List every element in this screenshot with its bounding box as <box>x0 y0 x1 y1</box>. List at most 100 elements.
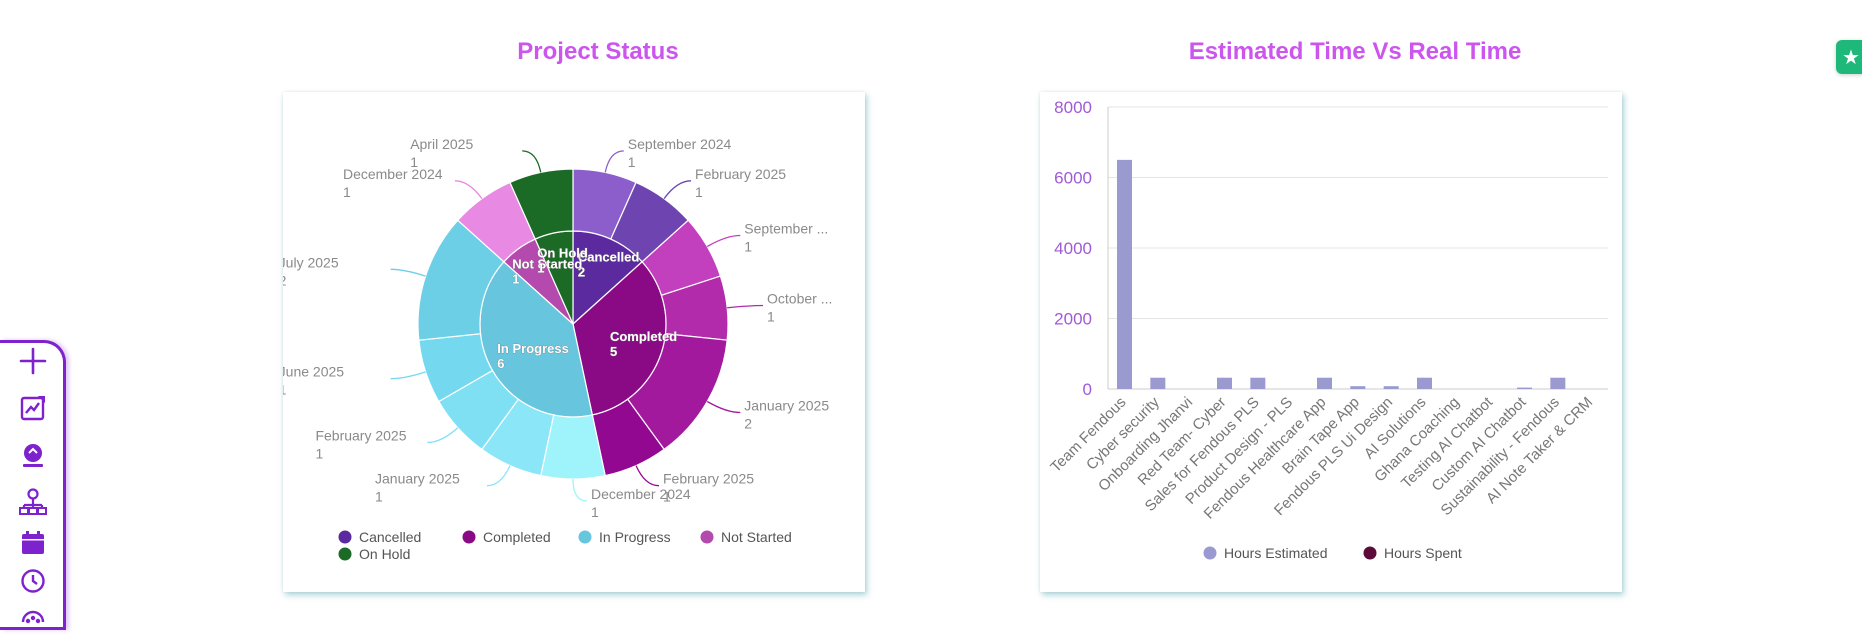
sunburst-outer-label-12: April 2025 1 <box>410 136 473 170</box>
svg-text:July 2025: July 2025 <box>283 254 339 270</box>
svg-text:April 2025: April 2025 <box>410 136 473 152</box>
plus-icon[interactable] <box>13 343 53 379</box>
svg-text:January 2025: January 2025 <box>375 471 460 487</box>
org-chart-icon[interactable] <box>13 484 53 520</box>
bar-hours-estimated-0[interactable] <box>1117 159 1132 389</box>
sunburst-leader-line-4 <box>706 400 741 414</box>
sunburst-outer-label-7: January 2025 1 <box>375 471 460 505</box>
sunburst-outer-label-4: January 2025 2 <box>744 398 829 432</box>
sunburst-outer-label-1: February 2025 1 <box>695 166 786 200</box>
y-tick-label-4: 8000 <box>1054 98 1092 117</box>
bar-hours-estimated-12[interactable] <box>1517 387 1532 389</box>
sunburst-leader-line-11 <box>454 180 483 199</box>
bar-legend: Hours Estimated Hours Spent <box>1203 545 1462 561</box>
star-icon[interactable]: ★ <box>1836 40 1862 74</box>
sunburst-leader-line-7 <box>486 465 511 487</box>
bar-hours-estimated-1[interactable] <box>1150 377 1166 389</box>
dashboard-icon[interactable] <box>13 437 53 473</box>
svg-text:1: 1 <box>663 489 671 505</box>
svg-text:1: 1 <box>767 308 775 324</box>
svg-text:Hours Estimated: Hours Estimated <box>1224 545 1327 561</box>
svg-text:Completed: Completed <box>610 329 677 344</box>
legend-item-not-started[interactable]: Not Started <box>700 529 792 545</box>
svg-text:December 2024: December 2024 <box>343 166 443 182</box>
sunburst-outer-label-0: September 2024 1 <box>628 136 732 170</box>
sunburst-leader-line-8 <box>427 427 459 444</box>
legend-item-hours-spent[interactable]: Hours Spent <box>1363 545 1462 561</box>
time-chart-card: 0 2000 4000 6000 8000 Team Fendous Cyber secur… <box>1040 92 1622 592</box>
svg-text:June 2025: June 2025 <box>283 364 344 380</box>
svg-text:1: 1 <box>695 184 703 200</box>
sunburst-leader-line-2 <box>706 234 741 248</box>
svg-text:1: 1 <box>744 239 752 255</box>
sidebar <box>0 340 66 630</box>
svg-text:January 2025: January 2025 <box>744 398 829 414</box>
svg-text:1: 1 <box>343 184 351 200</box>
legend-item-on-hold[interactable]: On Hold <box>338 546 411 562</box>
svg-text:Not Started: Not Started <box>721 529 792 545</box>
legend-item-cancelled[interactable]: Cancelled <box>338 529 422 545</box>
sunburst-outer-label-5: February 2025 1 <box>663 471 754 505</box>
sunburst-outer-label-2: September ... 1 <box>744 221 828 255</box>
sunburst-outer-label-3: October ... 1 <box>767 290 832 324</box>
bar-hours-estimated-13[interactable] <box>1550 377 1566 389</box>
chart-edit-icon[interactable] <box>13 390 53 426</box>
svg-text:In Progress: In Progress <box>497 341 569 356</box>
sunburst-leader-line-9 <box>390 371 426 380</box>
svg-text:1: 1 <box>315 445 323 461</box>
bar-hours-estimated-9[interactable] <box>1417 377 1432 389</box>
svg-text:2: 2 <box>578 265 585 280</box>
sunburst-legend: Cancelled Completed In Progress Not Started… <box>338 529 792 562</box>
svg-text:1: 1 <box>410 154 418 170</box>
svg-text:Cancelled: Cancelled <box>359 529 421 545</box>
svg-text:1: 1 <box>512 272 519 287</box>
svg-text:1: 1 <box>375 489 383 505</box>
sunburst-outer-label-9: June 2025 1 <box>283 364 344 398</box>
calendar-icon[interactable] <box>13 525 53 561</box>
svg-text:Hours Spent: Hours Spent <box>1384 545 1462 561</box>
svg-text:On Hold: On Hold <box>537 245 588 260</box>
svg-text:1: 1 <box>283 382 287 398</box>
legend-item-completed[interactable]: Completed <box>462 529 551 545</box>
sunburst-leader-line-6 <box>572 478 588 502</box>
svg-text:1: 1 <box>628 154 636 170</box>
project-status-title: Project Status <box>517 38 679 65</box>
sunburst-outer-label-10: July 2025 2 <box>283 254 339 288</box>
y-tick-label-3: 6000 <box>1054 169 1092 188</box>
y-tick-label-0: 0 <box>1083 380 1092 399</box>
y-tick-label-1: 2000 <box>1054 310 1092 329</box>
bar-hours-estimated-6[interactable] <box>1317 377 1332 389</box>
team-icon[interactable] <box>13 601 53 637</box>
svg-text:February 2025: February 2025 <box>663 471 754 487</box>
clock-icon[interactable] <box>13 563 53 599</box>
bar-hours-estimated-7[interactable] <box>1350 386 1366 389</box>
sunburst-outer-label-8: February 2025 1 <box>315 427 406 461</box>
sunburst-leader-line-10 <box>390 268 426 277</box>
legend-item-in-progress[interactable]: In Progress <box>578 529 671 545</box>
project-status-card: Cancelled 2 Completed 5 In Progress 6 Not Star… <box>283 92 865 592</box>
svg-text:October ...: October ... <box>767 290 832 306</box>
sunburst-outer-label-11: December 2024 1 <box>343 166 443 200</box>
svg-text:September 2024: September 2024 <box>628 136 732 152</box>
svg-text:2: 2 <box>744 416 752 432</box>
svg-text:On Hold: On Hold <box>359 546 410 562</box>
sunburst-leader-line-5 <box>635 465 660 487</box>
sunburst-leader-line-1 <box>663 180 692 199</box>
sunburst-leader-line-12 <box>522 150 542 173</box>
svg-text:Completed: Completed <box>483 529 551 545</box>
sunburst-outer-slice-12[interactable] <box>509 168 574 240</box>
svg-text:Cancelled: Cancelled <box>578 250 639 265</box>
sunburst-leader-line-0 <box>604 150 624 173</box>
bar-hours-estimated-4[interactable] <box>1250 377 1266 389</box>
svg-text:February 2025: February 2025 <box>315 427 406 443</box>
bar-hours-estimated-8[interactable] <box>1383 386 1399 389</box>
legend-item-hours-estimated[interactable]: Hours Estimated <box>1203 545 1328 561</box>
bar-hours-estimated-3[interactable] <box>1217 377 1232 389</box>
